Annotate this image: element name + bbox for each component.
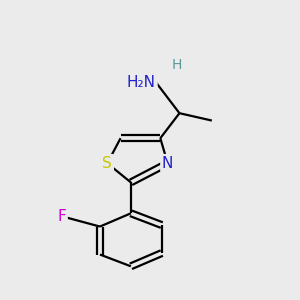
- Text: N: N: [162, 156, 173, 171]
- Text: H₂N: H₂N: [127, 75, 156, 90]
- Text: H: H: [171, 58, 182, 72]
- Text: F: F: [57, 209, 66, 224]
- Text: S: S: [102, 156, 112, 171]
